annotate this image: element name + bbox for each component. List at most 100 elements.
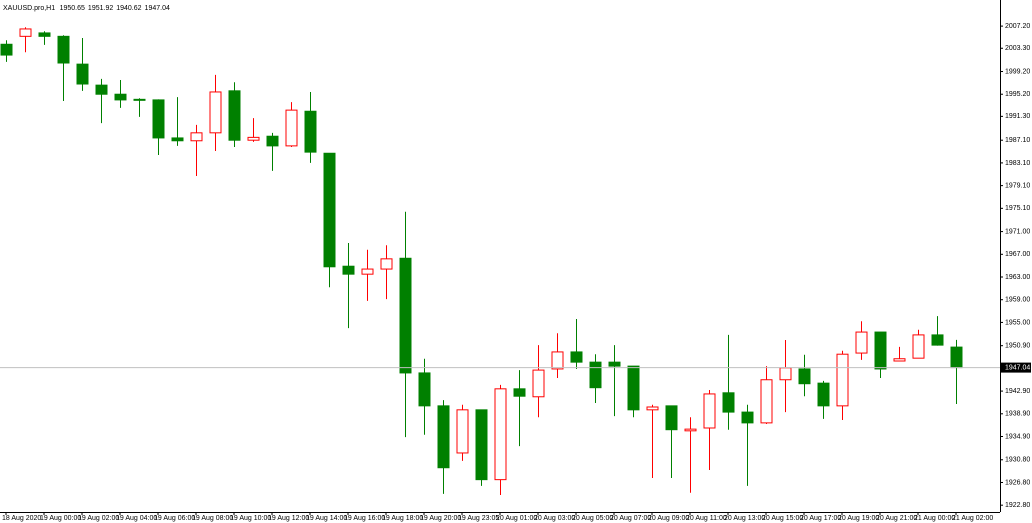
candle-body	[665, 405, 678, 431]
candle-body	[285, 109, 298, 147]
candle-body	[722, 392, 735, 413]
candle-body	[323, 152, 336, 268]
candle-body	[475, 409, 488, 481]
candle-body	[304, 110, 317, 153]
candle-body	[779, 367, 792, 381]
candle-body	[741, 411, 754, 424]
candle-body	[513, 388, 526, 397]
x-tick-label: 21 Aug 00:00	[914, 515, 955, 522]
candle-body	[931, 334, 944, 346]
x-tick-label: 19 Aug 18:00	[382, 515, 423, 522]
y-tick-label: 1938.90	[1005, 411, 1030, 418]
x-tick-label: 19 Aug 10:00	[230, 515, 271, 522]
candle-body	[855, 331, 868, 354]
candle-body	[228, 90, 241, 141]
candle-body	[171, 137, 184, 142]
x-tick-label: 20 Aug 19:00	[838, 515, 879, 522]
last-low: 1940.62	[116, 5, 141, 12]
candle-body	[551, 351, 564, 370]
current-price-box	[1001, 362, 1031, 373]
candle-body	[133, 98, 146, 101]
last-close: 1947.04	[145, 5, 170, 12]
x-tick-label: 20 Aug 13:00	[724, 515, 765, 522]
y-tick-label: 1991.30	[1005, 113, 1030, 120]
y-tick-label: 1967.00	[1005, 251, 1030, 258]
x-tick-label: 19 Aug 23:05	[458, 515, 499, 522]
x-tick-label: 21 Aug 02:00	[952, 515, 993, 522]
x-tick-label: 20 Aug 15:00	[762, 515, 803, 522]
x-tick-label: 19 Aug 12:00	[268, 515, 309, 522]
y-tick-label: 1995.20	[1005, 91, 1030, 98]
y-tick-label: 1955.00	[1005, 319, 1030, 326]
candle-body	[114, 93, 127, 101]
candle-body	[76, 63, 89, 85]
candle-body	[798, 368, 811, 385]
candle-body	[418, 372, 431, 407]
candle-body	[893, 358, 906, 362]
candle-body	[760, 379, 773, 424]
candle-body	[361, 268, 374, 275]
last-open: 1950.65	[60, 5, 85, 12]
candle-body	[19, 28, 32, 37]
y-tick-label: 1971.00	[1005, 228, 1030, 235]
candle-body	[570, 351, 583, 363]
x-tick-label: 20 Aug 05:00	[572, 515, 613, 522]
candle-body	[456, 409, 469, 454]
candle-body	[703, 393, 716, 429]
x-tick-label: 19 Aug 04:00	[116, 515, 157, 522]
x-tick-label: 19 Aug 00:00	[40, 515, 81, 522]
candle-body	[380, 258, 393, 270]
y-tick-label: 1987.10	[1005, 137, 1030, 144]
candle-body	[950, 346, 963, 369]
y-tick-label: 1934.90	[1005, 433, 1030, 440]
y-tick-label: 1959.00	[1005, 297, 1030, 304]
candle-body	[152, 99, 165, 139]
candle-body	[494, 388, 507, 481]
candle-body	[190, 132, 203, 142]
x-tick-label: 19 Aug 02:00	[78, 515, 119, 522]
candle-body	[589, 361, 602, 389]
y-tick-label: 2003.30	[1005, 45, 1030, 52]
x-tick-label: 19 Aug 20:00	[420, 515, 461, 522]
current-price-label: 1947.04	[1005, 364, 1030, 371]
x-tick-label: 20 Aug 21:00	[876, 515, 917, 522]
candle-body	[0, 43, 13, 56]
y-tick-label: 1926.80	[1005, 479, 1030, 486]
y-tick-label: 1963.00	[1005, 274, 1030, 281]
symbol: XAUUSD.pro,H1	[3, 5, 55, 12]
x-tick-label: 20 Aug 11:00	[686, 515, 727, 522]
candle-body	[57, 35, 70, 64]
x-tick-label: 19 Aug 16:00	[344, 515, 385, 522]
x-tick-label: 19 Aug 08:00	[192, 515, 233, 522]
candle-body	[247, 136, 260, 141]
x-tick-label: 19 Aug 14:00	[306, 515, 347, 522]
y-tick-label: 1975.10	[1005, 205, 1030, 212]
candle-body	[646, 406, 659, 411]
y-tick-label: 2007.20	[1005, 23, 1030, 30]
candle-body	[342, 265, 355, 275]
candle-body	[95, 84, 108, 95]
x-tick-label: 20 Aug 03:00	[534, 515, 575, 522]
candle-body	[836, 353, 849, 407]
candle-body	[684, 428, 697, 432]
candle-body	[627, 365, 640, 411]
x-tick-label: 18 Aug 2020	[2, 515, 41, 522]
candle-body	[437, 405, 450, 469]
candle-body	[874, 331, 887, 370]
candle-body	[817, 382, 830, 407]
last-high: 1951.92	[88, 5, 113, 12]
y-tick-label: 1930.80	[1005, 457, 1030, 464]
candle-body	[608, 361, 621, 367]
x-tick-label: 19 Aug 06:00	[154, 515, 195, 522]
y-tick-label: 1950.90	[1005, 343, 1030, 350]
candle-body	[912, 334, 925, 359]
x-tick-label: 20 Aug 01:00	[496, 515, 537, 522]
candle-body	[209, 91, 222, 134]
y-tick-label: 1983.10	[1005, 160, 1030, 167]
y-tick-label: 1979.10	[1005, 182, 1030, 189]
candle-body	[532, 369, 545, 398]
x-tick-label: 20 Aug 17:00	[800, 515, 841, 522]
chart-header: XAUUSD.pro,H1 1950.65 1951.92 1940.62 1947.0…	[3, 5, 170, 12]
